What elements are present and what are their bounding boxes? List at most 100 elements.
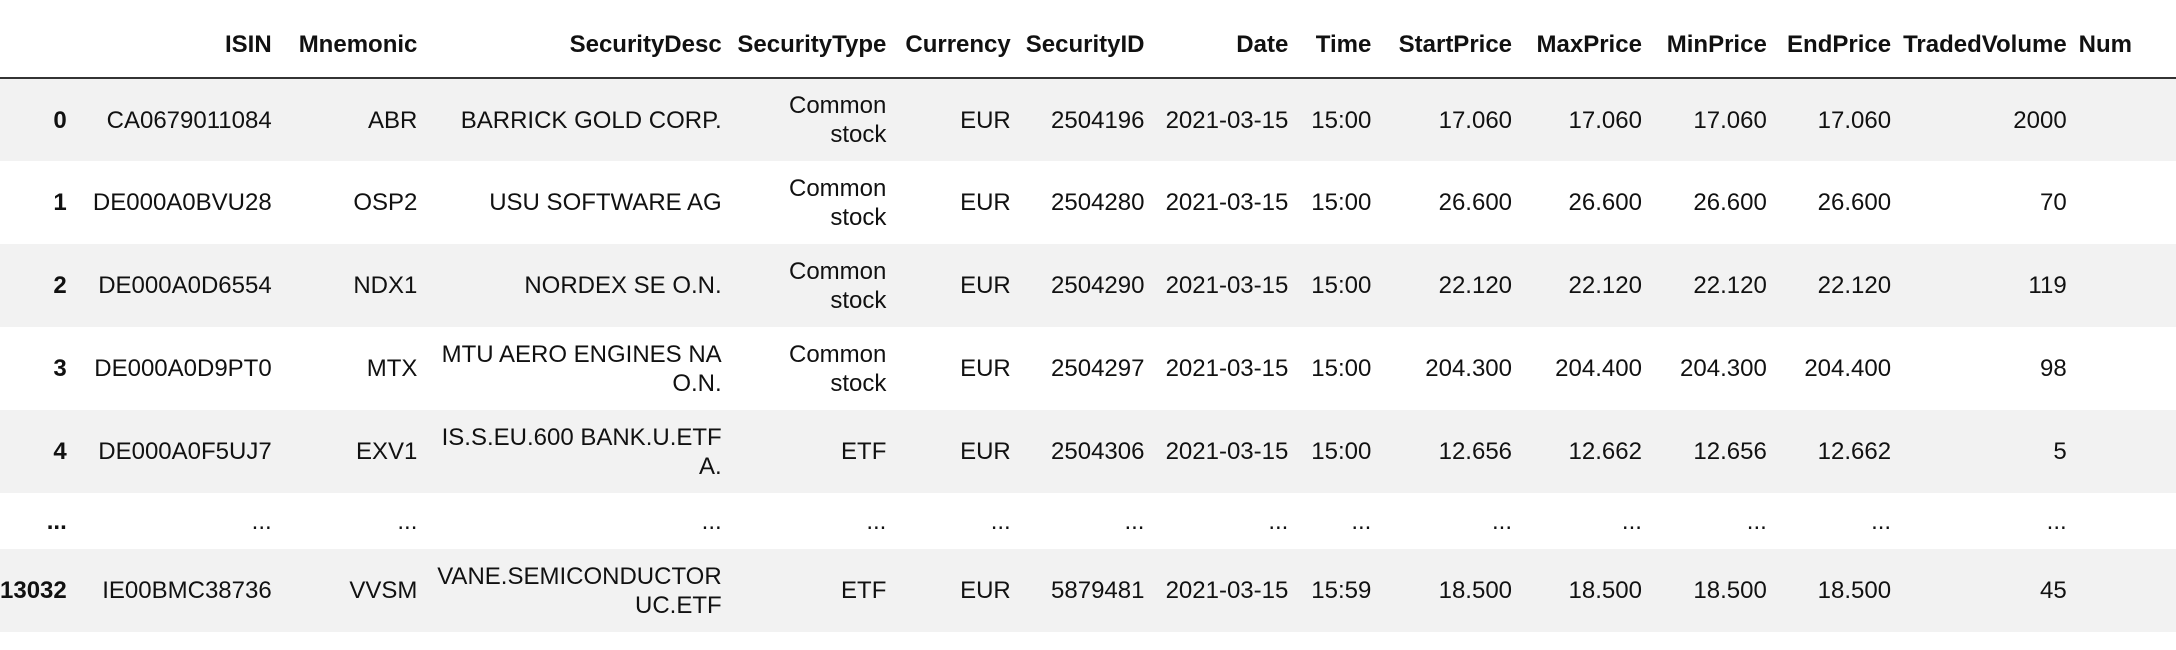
table-cell: 15:00 — [1311, 106, 1372, 134]
table-cell: 15:00 — [1311, 355, 1372, 382]
table-cell: NORDEX SE O.N. — [524, 272, 722, 299]
table-cell: 98 — [2039, 355, 2067, 382]
table-cell: ... — [1268, 507, 1289, 535]
table-cell: EUR — [960, 272, 1011, 299]
table-cell: 5 — [2053, 438, 2067, 465]
table-cell — [2079, 410, 2176, 493]
column-header: MinPrice — [1653, 0, 1779, 79]
table-cell: DE000A0F5UJ7 — [98, 438, 272, 465]
table-cell: 2504306 — [1051, 438, 1145, 465]
table-row: 3 DE000A0D9PT0 MTX MTU AERO ENGINES NA O.N.… — [0, 327, 2176, 410]
table-cell: 2021-03-15 — [1165, 106, 1289, 134]
table-cell: 204.300 — [1425, 355, 1513, 382]
table-cell: EXV1 — [356, 438, 418, 465]
table-cell: 18.500 — [1817, 577, 1892, 604]
table-cell — [2079, 78, 2176, 161]
row-index: 4 — [53, 438, 67, 465]
table-cell: ... — [1124, 507, 1145, 535]
table-cell: MTU AERO ENGINES NA O.N. — [441, 340, 722, 397]
table-cell: Common stock — [789, 92, 887, 148]
table-cell: ... — [1492, 507, 1513, 535]
table-cell: 2021-03-15 — [1165, 577, 1289, 604]
table-row: 0 CA0679011084 ABR BARRICK GOLD CORP. Common… — [0, 78, 2176, 161]
table-cell: 15:59 — [1311, 577, 1372, 604]
row-index: ... — [46, 507, 67, 535]
table-cell: 119 — [2028, 272, 2067, 299]
dataframe-table: ISIN Mnemonic SecurityDesc SecurityType Curr… — [0, 0, 2176, 632]
table-cell: 45 — [2039, 577, 2067, 604]
table-cell: 12.656 — [1438, 438, 1513, 465]
table-cell: 15:00 — [1311, 189, 1372, 216]
table-cell: 2021-03-15 — [1165, 355, 1289, 382]
table-cell: 18.500 — [1568, 577, 1642, 604]
table-cell: 2504280 — [1051, 189, 1145, 216]
table-cell: 17.060 — [1568, 106, 1642, 134]
column-header: Mnemonic — [283, 0, 430, 79]
table-cell: 2021-03-15 — [1165, 272, 1289, 299]
table-cell: ... — [1621, 507, 1642, 535]
table-cell: Common stock — [789, 340, 887, 397]
table-cell: 17.060 — [1693, 106, 1767, 134]
table-cell: 17.060 — [1438, 106, 1513, 134]
table-cell: 26.600 — [1693, 189, 1767, 216]
table-cell: 2504297 — [1051, 355, 1145, 382]
table-cell: 15:00 — [1311, 272, 1372, 299]
table-cell: ... — [1871, 507, 1892, 535]
column-header: SecurityType — [733, 0, 899, 79]
table-cell: OSP2 — [353, 189, 418, 216]
table-cell: IE00BMC38736 — [102, 577, 272, 604]
table-cell: 12.656 — [1693, 438, 1767, 465]
table-cell: NDX1 — [353, 272, 418, 299]
table-cell: 204.300 — [1680, 355, 1767, 382]
table-cell: MTX — [366, 355, 418, 382]
table-cell: CA0679011084 — [106, 106, 272, 134]
table-cell — [2079, 493, 2176, 549]
column-header: MaxPrice — [1524, 0, 1654, 79]
column-header: SecurityDesc — [429, 0, 734, 79]
table-cell: ... — [990, 507, 1011, 535]
table-cell: EUR — [960, 355, 1011, 382]
table-cell: EUR — [960, 189, 1011, 216]
table-cell: 204.400 — [1804, 355, 1892, 382]
table-cell: VANE.SEMICONDUCTOR UC.ETF — [437, 562, 722, 619]
table-cell — [2079, 327, 2176, 410]
table-cell: ... — [2046, 507, 2067, 535]
column-header: ISIN — [80, 0, 284, 79]
index-column-header — [0, 0, 81, 79]
table-cell: EUR — [960, 577, 1011, 604]
table-cell: 22.120 — [1693, 272, 1767, 299]
table-cell: USU SOFTWARE AG — [489, 189, 722, 216]
table-cell: ... — [1351, 507, 1372, 535]
table-cell: ETF — [841, 577, 887, 604]
column-header: StartPrice — [1383, 0, 1525, 79]
column-header: SecurityID — [1022, 0, 1157, 79]
table-header: ISIN Mnemonic SecurityDesc SecurityType Curr… — [0, 0, 2176, 79]
table-cell: 204.400 — [1555, 355, 1642, 382]
table-cell: ... — [251, 507, 272, 535]
table-cell: VVSM — [349, 577, 418, 604]
column-header: TradedVolume — [1903, 0, 2079, 79]
table-cell: 26.600 — [1817, 189, 1892, 216]
table-cell: 17.060 — [1817, 106, 1892, 134]
table-cell: 15:00 — [1311, 438, 1372, 465]
table-cell: Common stock — [789, 174, 887, 231]
header-row: ISIN Mnemonic SecurityDesc SecurityType Curr… — [0, 0, 2176, 79]
table-cell: DE000A0D9PT0 — [94, 355, 272, 382]
column-header: EndPrice — [1778, 0, 1904, 79]
row-index: 0 — [53, 106, 67, 134]
table-cell: 2000 — [2013, 106, 2067, 134]
table-cell — [2079, 161, 2176, 244]
table-row: 4 DE000A0F5UJ7 EXV1 IS.S.EU.600 BANK.U.ETF … — [0, 410, 2176, 493]
table-cell: 5879481 — [1051, 577, 1145, 604]
table-cell: 22.120 — [1568, 272, 1642, 299]
table-cell: ETF — [841, 438, 887, 465]
table-cell: EUR — [960, 438, 1011, 465]
column-header: Currency — [898, 0, 1023, 79]
table-cell: 12.662 — [1568, 438, 1642, 465]
column-header: Date — [1156, 0, 1301, 79]
column-header: Time — [1300, 0, 1384, 79]
table-cell: 70 — [2039, 189, 2067, 216]
ellipsis-row: ........................................… — [0, 493, 2176, 549]
row-index: 13032 — [0, 577, 67, 604]
